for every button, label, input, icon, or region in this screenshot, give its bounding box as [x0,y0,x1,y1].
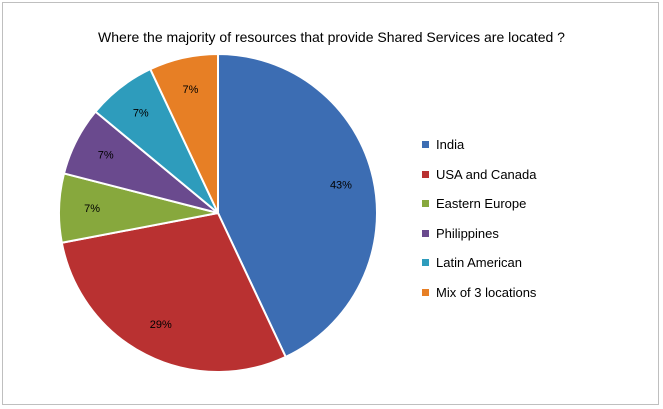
chart-title: Where the majority of resources that pro… [98,29,565,45]
pie-data-labels: 43% 29% 7% 7% 7% 7% [84,84,352,331]
legend-swatch [422,259,429,267]
legend-label: Latin American [436,255,522,271]
data-label: 7% [98,150,114,162]
legend-swatch [422,141,429,149]
legend-item: Philippines [422,219,536,249]
legend-item: Eastern Europe [422,189,536,219]
legend-swatch [422,288,429,296]
legend-label: India [436,137,465,153]
data-label: 43% [330,179,352,191]
legend: India USA and Canada Eastern Europe Phil… [422,130,536,307]
data-label: 7% [84,203,100,215]
data-label: 7% [183,84,199,96]
pie-slice [60,212,287,373]
legend-item: Latin American [422,248,536,278]
legend-swatch [422,229,429,237]
legend-swatch [422,200,429,208]
legend-label: Eastern Europe [436,196,527,212]
data-label: 7% [133,107,149,119]
pie-slice [149,53,219,214]
pie-slices [58,53,378,373]
legend-item: USA and Canada [422,160,536,190]
legend-label: Philippines [436,225,499,241]
legend-item: Mix of 3 locations [422,278,536,308]
pie-slice [217,53,378,358]
legend-item: India [422,130,536,160]
legend-label: USA and Canada [436,166,537,182]
legend-label: Mix of 3 locations [436,284,537,300]
legend-swatch [422,170,429,178]
data-label: 29% [150,319,172,331]
